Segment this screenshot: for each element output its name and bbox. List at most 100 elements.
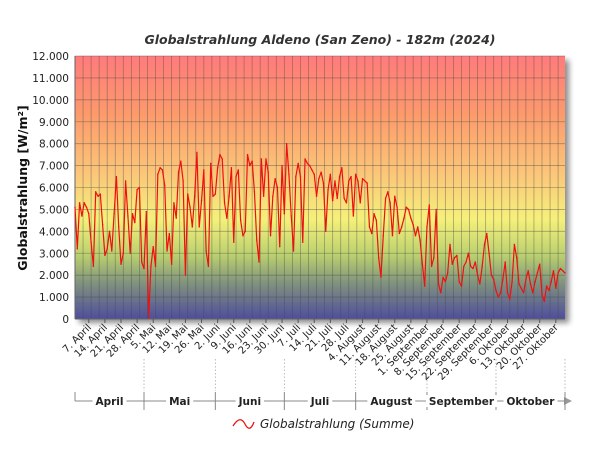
data-point	[398, 232, 401, 235]
data-point	[525, 278, 527, 281]
data-point	[166, 250, 168, 252]
data-point	[557, 272, 559, 274]
y-tick-label: 10.000	[32, 95, 69, 107]
data-point	[78, 202, 81, 204]
data-point	[437, 283, 440, 285]
data-point	[157, 173, 159, 176]
data-point	[131, 213, 134, 215]
legend-line-symbol	[232, 419, 255, 429]
data-point	[361, 178, 364, 180]
month-axis-arrow	[564, 397, 572, 405]
data-point	[210, 162, 212, 165]
data-point	[221, 158, 223, 160]
data-point	[279, 245, 281, 248]
plot-area	[75, 56, 565, 319]
data-point	[74, 206, 76, 208]
data-point	[391, 235, 394, 237]
data-point	[451, 263, 453, 265]
data-point	[352, 215, 355, 217]
month-label-juni: Juni	[238, 396, 261, 408]
data-point	[104, 254, 106, 257]
data-point	[134, 221, 136, 224]
data-point	[492, 278, 495, 281]
data-point	[384, 197, 387, 200]
data-point	[430, 265, 433, 268]
data-point	[412, 224, 414, 226]
data-point	[276, 186, 279, 189]
y-tick-label: 9.000	[39, 117, 69, 129]
data-point	[313, 173, 315, 176]
data-point	[223, 202, 226, 204]
data-point	[200, 199, 203, 202]
data-point	[405, 206, 407, 208]
data-point	[184, 274, 187, 276]
data-point	[469, 265, 472, 268]
data-point	[290, 215, 292, 217]
data-point	[127, 215, 129, 217]
data-point	[428, 204, 430, 206]
data-point	[555, 287, 557, 290]
data-point	[299, 175, 302, 178]
data-point	[460, 285, 463, 287]
data-point	[85, 206, 88, 208]
data-point	[212, 195, 214, 197]
y-tick-label: 6.000	[39, 183, 69, 195]
y-tick-label: 8.000	[39, 139, 69, 151]
data-point	[180, 160, 182, 162]
data-point	[382, 235, 384, 237]
data-point	[334, 180, 336, 182]
data-point	[83, 202, 85, 204]
data-point	[456, 254, 458, 257]
data-point	[295, 175, 297, 178]
data-point	[196, 151, 198, 154]
data-point	[244, 230, 246, 233]
data-point	[490, 274, 493, 276]
data-point	[497, 296, 499, 298]
data-point	[92, 265, 95, 268]
data-point	[419, 239, 421, 241]
data-point	[203, 169, 205, 171]
data-point	[269, 235, 272, 237]
data-point	[124, 180, 127, 182]
data-point	[410, 217, 412, 219]
data-point	[345, 202, 348, 204]
data-point	[354, 173, 357, 176]
data-point	[242, 235, 244, 237]
month-label-september: September	[429, 396, 495, 408]
data-point	[463, 265, 465, 268]
data-point	[170, 263, 173, 265]
month-label-bg	[307, 395, 333, 407]
data-point	[283, 213, 286, 215]
data-point	[164, 184, 166, 187]
data-point	[214, 193, 217, 195]
y-tick-label: 5.000	[39, 204, 69, 216]
data-point	[515, 256, 518, 259]
data-point	[465, 261, 467, 263]
data-point	[538, 263, 541, 265]
data-point	[440, 292, 442, 294]
data-point	[265, 158, 267, 160]
data-point	[260, 158, 263, 160]
data-point	[256, 239, 258, 241]
y-tick-label: 7.000	[39, 161, 69, 173]
data-point	[118, 226, 120, 228]
data-point	[474, 261, 476, 263]
y-tick-label: 1.000	[39, 292, 69, 304]
data-point	[343, 197, 345, 200]
data-point	[350, 175, 352, 178]
data-point	[175, 217, 177, 219]
data-point	[281, 164, 283, 167]
data-point	[458, 281, 460, 283]
data-point	[532, 292, 534, 294]
month-label-bg	[367, 395, 416, 407]
data-point	[444, 281, 447, 283]
data-point	[311, 169, 313, 171]
data-point	[226, 217, 228, 219]
month-label-bg	[166, 395, 194, 407]
data-point	[375, 219, 378, 222]
data-point	[198, 226, 200, 228]
data-point	[246, 153, 249, 156]
data-point	[325, 230, 327, 233]
data-point	[481, 265, 483, 268]
